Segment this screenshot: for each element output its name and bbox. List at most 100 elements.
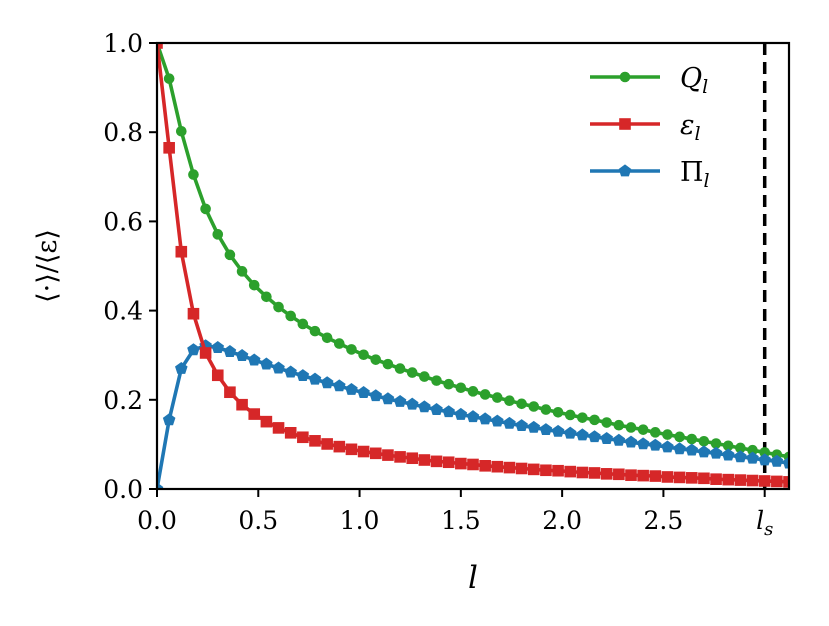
- data-point: [297, 318, 309, 330]
- data-point: [577, 412, 588, 423]
- data-point: [175, 361, 188, 374]
- data-point: [479, 389, 491, 400]
- data-point: [649, 470, 662, 482]
- data-point: [345, 443, 358, 456]
- legend-marker: [619, 71, 631, 83]
- data-point: [503, 461, 516, 474]
- y-tick-label: 0.2: [103, 386, 143, 415]
- data-point: [782, 456, 789, 469]
- legend-marker: [618, 164, 632, 177]
- data-point: [247, 353, 261, 366]
- x-axis-label: l: [468, 560, 478, 596]
- legend-entry: Πl: [590, 157, 710, 192]
- data-point: [552, 464, 564, 477]
- data-point: [157, 43, 163, 49]
- data-point: [674, 431, 685, 443]
- data-point: [698, 472, 710, 485]
- data-point: [722, 440, 734, 452]
- ticks-layer: 0.0 0.5 1.0 1.5 2.0 2.5 ls 0.0 0.2 0.4 0.6 0.8 1.0: [103, 29, 773, 540]
- data-point: [211, 369, 224, 382]
- data-point: [248, 408, 261, 420]
- data-point: [382, 358, 394, 370]
- data-point: [503, 416, 516, 429]
- x-tick-label: 2.5: [644, 506, 684, 535]
- data-point: [661, 440, 674, 453]
- legend-label: εl: [680, 110, 701, 145]
- x-tick-label: 0.5: [238, 506, 278, 535]
- x-tick-label: 1.0: [340, 506, 380, 535]
- y-tick-label: 0.8: [103, 118, 143, 147]
- data-point: [442, 456, 455, 469]
- data-point: [685, 472, 698, 484]
- data-point: [394, 363, 406, 374]
- legend-entry: Ql: [590, 63, 708, 98]
- data-point: [211, 341, 225, 353]
- data-point: [600, 468, 613, 480]
- data-point: [370, 354, 382, 365]
- legend: Ql εl Πl: [590, 63, 710, 192]
- data-point: [357, 386, 370, 398]
- data-point: [759, 447, 770, 458]
- data-point: [637, 424, 649, 435]
- legend-entry: εl: [590, 110, 701, 145]
- data-point: [382, 449, 394, 461]
- data-point: [466, 410, 480, 423]
- y-tick-label: 0.4: [103, 297, 143, 326]
- series-1: [157, 43, 789, 488]
- data-point: [309, 435, 321, 447]
- data-point: [662, 429, 673, 440]
- data-point: [661, 471, 674, 483]
- data-point: [419, 371, 430, 382]
- data-point: [710, 473, 722, 485]
- data-point: [334, 338, 345, 349]
- data-point: [297, 431, 309, 444]
- data-point: [697, 445, 711, 458]
- data-point: [369, 447, 382, 460]
- data-point: [235, 349, 249, 361]
- data-point: [589, 414, 600, 426]
- plot-frame: [155, 41, 791, 491]
- data-point: [539, 423, 553, 436]
- series-0: [157, 43, 789, 463]
- data-point: [625, 422, 637, 433]
- data-point: [516, 398, 527, 410]
- data-point: [624, 435, 638, 448]
- data-point: [393, 394, 407, 407]
- data-point: [418, 454, 431, 466]
- data-point: [722, 473, 735, 486]
- series-2: [157, 339, 789, 489]
- data-point: [224, 386, 236, 399]
- data-point: [381, 392, 395, 405]
- y-axis-label: ⟨·⟩/⟨ε⟩: [32, 229, 63, 303]
- data-point: [406, 452, 419, 465]
- data-point: [735, 442, 746, 454]
- data-point: [285, 310, 296, 322]
- data-point: [491, 460, 504, 473]
- data-point: [176, 126, 187, 137]
- data-point: [563, 426, 577, 439]
- data-point: [309, 325, 321, 337]
- data-point: [260, 357, 273, 370]
- data-point: [747, 444, 758, 456]
- data-point: [758, 453, 771, 466]
- data-point: [478, 412, 492, 425]
- data-point: [734, 450, 747, 463]
- legend-label: Πl: [680, 157, 710, 192]
- data-point: [224, 249, 236, 261]
- x-tick-label: 1.5: [441, 506, 481, 535]
- data-point: [358, 349, 369, 361]
- data-point: [588, 430, 601, 443]
- data-point: [576, 428, 589, 441]
- data-point: [236, 398, 248, 411]
- data-point: [431, 375, 442, 386]
- data-point: [369, 389, 383, 402]
- data-point: [430, 403, 443, 415]
- data-point: [333, 379, 346, 392]
- y-tick-label: 1.0: [103, 29, 143, 58]
- data-point: [576, 466, 589, 479]
- data-point: [321, 332, 333, 344]
- data-point: [272, 361, 285, 374]
- data-point: [770, 454, 784, 467]
- series-layer: [157, 43, 789, 489]
